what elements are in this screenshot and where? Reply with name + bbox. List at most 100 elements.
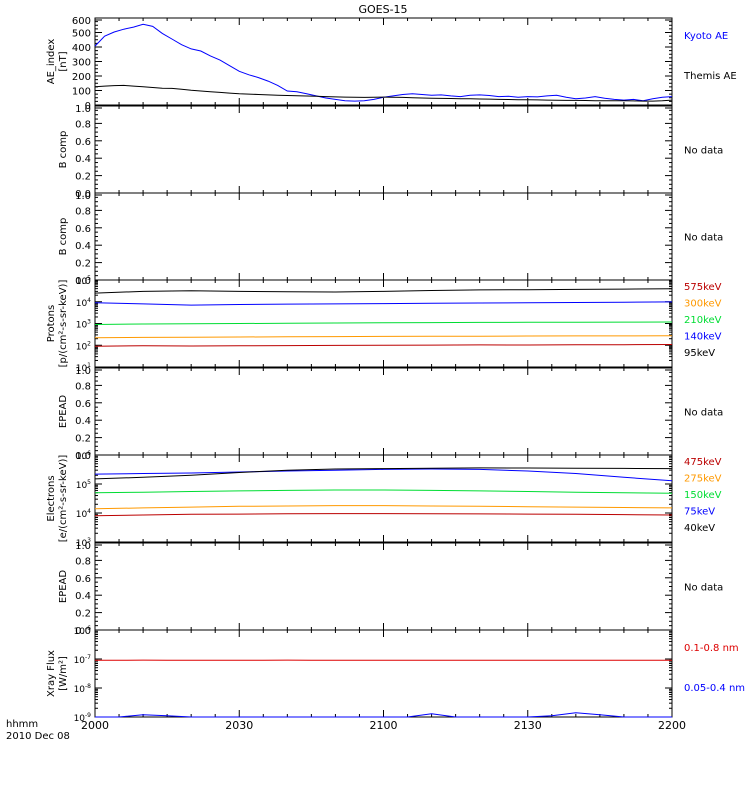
x-axis: 2000 2030 2100 2130 2200	[81, 719, 686, 732]
y-tick-label: 0.8	[75, 381, 91, 392]
panel-frame	[94, 192, 673, 281]
panel-xray: 10-9 10-8 10-7 10-6 Xray Flux [W/m²] 0.1-0.8 n…	[46, 625, 745, 724]
y-axis-label: [p/(cm²-s-sr-keV)]	[58, 280, 69, 368]
y-tick-label: 100	[72, 87, 91, 98]
y-tick-label: 105	[76, 479, 91, 491]
y-tick-label: 0.2	[75, 259, 91, 270]
y-tick-label: 0.0	[75, 451, 91, 462]
panel-b_comp_1: 1.0 0.8 0.6 0.4 0.2 0.0 B comp No data	[58, 104, 723, 200]
panel-frame	[94, 105, 673, 194]
y-tick-label: 0.2	[75, 434, 91, 445]
no-data-label: No data	[684, 583, 723, 594]
y-tick-label: 101	[76, 362, 91, 374]
y-axis-label: [e/(cm²-s-sr-keV)]	[58, 455, 69, 543]
legend-entry: 150keV	[684, 490, 722, 501]
series-line-40kev	[94, 467, 673, 480]
legend-entry: 40keV	[684, 523, 715, 534]
y-axis-label: EPEAD	[58, 395, 69, 429]
legend-entry: 95keV	[684, 348, 715, 359]
y-tick-label: 1.0	[75, 104, 91, 115]
series-line-95kev	[94, 288, 673, 294]
no-data-label: No data	[684, 233, 723, 244]
y-tick-label: 102	[76, 340, 91, 352]
legend-entry: 140keV	[684, 332, 722, 343]
y-axis-label: B comp	[58, 218, 69, 256]
plot-panels: 600 500 400 300 200 100 0 AE_index [nT] Kyoto AE T…	[46, 16, 745, 724]
series-line-150kev	[94, 489, 673, 494]
panel-epead_1: 1.0 0.8 0.6 0.4 0.2 0.0 EPEAD No data	[58, 366, 723, 462]
y-axis-label: [W/m²]	[58, 656, 69, 691]
y-tick-label: 10-8	[74, 683, 92, 695]
y-tick-label: 1.0	[75, 541, 91, 552]
y-axis-label: Xray Flux	[46, 650, 57, 697]
y-axis-label: EPEAD	[58, 570, 69, 604]
panel-frame	[94, 17, 673, 106]
legend-entry: 475keV	[684, 457, 722, 468]
y-tick-label: 1.0	[75, 366, 91, 377]
legend-entry: 575keV	[684, 282, 722, 293]
series-line-210kev	[94, 321, 673, 325]
legend-entry: 0.1-0.8 nm	[684, 643, 739, 654]
series-line-275kev	[94, 505, 673, 510]
x-tick-label: 2200	[658, 719, 686, 732]
y-tick-label: 103	[76, 319, 91, 331]
series-line-75kev	[94, 468, 673, 482]
y-tick-label: 0.8	[75, 119, 91, 130]
x-axis-corner-label-hhmm: hhmm	[6, 719, 38, 730]
y-tick-label: 600	[72, 16, 91, 27]
panel-protons: 101 102 103 104 105 Protons [p/(cm²-s-sr-keV)]…	[46, 275, 722, 374]
y-tick-label: 1.0	[75, 191, 91, 202]
series-line-300kev	[94, 335, 673, 339]
series-line-475kev	[94, 513, 673, 517]
y-tick-label: 104	[76, 508, 91, 520]
x-tick-label: 2000	[81, 719, 109, 732]
y-tick-label: 0.6	[75, 137, 91, 148]
y-tick-label: 0.2	[75, 609, 91, 620]
series-line-0-05-0-4-nm	[95, 712, 672, 718]
y-tick-label: 0.2	[75, 172, 91, 183]
y-axis-label: Electrons	[46, 475, 57, 521]
y-axis-label: B comp	[58, 131, 69, 169]
y-tick-label: 400	[72, 43, 91, 54]
y-tick-label: 0.4	[75, 241, 91, 252]
x-axis-corner-label-date: 2010 Dec 08	[6, 731, 70, 742]
series-line-themis-ae	[94, 84, 673, 102]
y-tick-label: 10-6	[74, 625, 92, 637]
no-data-label: No data	[684, 146, 723, 157]
y-tick-label: 0.0	[75, 189, 91, 200]
no-data-label: No data	[684, 408, 723, 419]
y-tick-label: 106	[76, 450, 91, 462]
y-tick-label: 0.6	[75, 224, 91, 235]
y-tick-label: 0.8	[75, 206, 91, 217]
y-tick-label: 103	[76, 537, 91, 549]
y-tick-label: 105	[76, 275, 91, 287]
panel-ae_index: 600 500 400 300 200 100 0 AE_index [nT] Kyoto AE T…	[46, 16, 737, 112]
legend-entry: 275keV	[684, 474, 722, 485]
x-tick-label: 2030	[225, 719, 253, 732]
panel-epead_2: 1.0 0.8 0.6 0.4 0.2 0.0 EPEAD No data	[58, 541, 723, 637]
legend-entry: 300keV	[684, 299, 722, 310]
y-tick-label: 10-7	[74, 654, 92, 666]
legend-entry: 75keV	[684, 507, 715, 518]
y-tick-label: 0.4	[75, 154, 91, 165]
panel-frame	[94, 542, 673, 631]
legend-entry: 0.05-0.4 nm	[684, 683, 745, 694]
y-axis-label: Protons	[46, 305, 57, 342]
series-line-575kev	[94, 344, 673, 347]
x-tick-label: 2100	[370, 719, 398, 732]
y-tick-label: 0.8	[75, 556, 91, 567]
y-tick-label: 0	[85, 101, 91, 112]
legend-entry: 210keV	[684, 315, 722, 326]
y-tick-label: 0.4	[75, 591, 91, 602]
series-line-140kev	[94, 301, 673, 306]
panel-b_comp_2: 1.0 0.8 0.6 0.4 0.2 0.0 B comp No data	[58, 191, 723, 287]
y-tick-label: 0.6	[75, 574, 91, 585]
y-axis-label: AE_index	[46, 39, 57, 85]
y-tick-label: 0.0	[75, 276, 91, 287]
y-tick-label: 0.0	[75, 626, 91, 637]
y-axis-label: [nT]	[58, 51, 69, 71]
x-tick-label: 2130	[514, 719, 542, 732]
panel-frame	[94, 629, 673, 718]
legend-entry: Kyoto AE	[684, 31, 728, 42]
